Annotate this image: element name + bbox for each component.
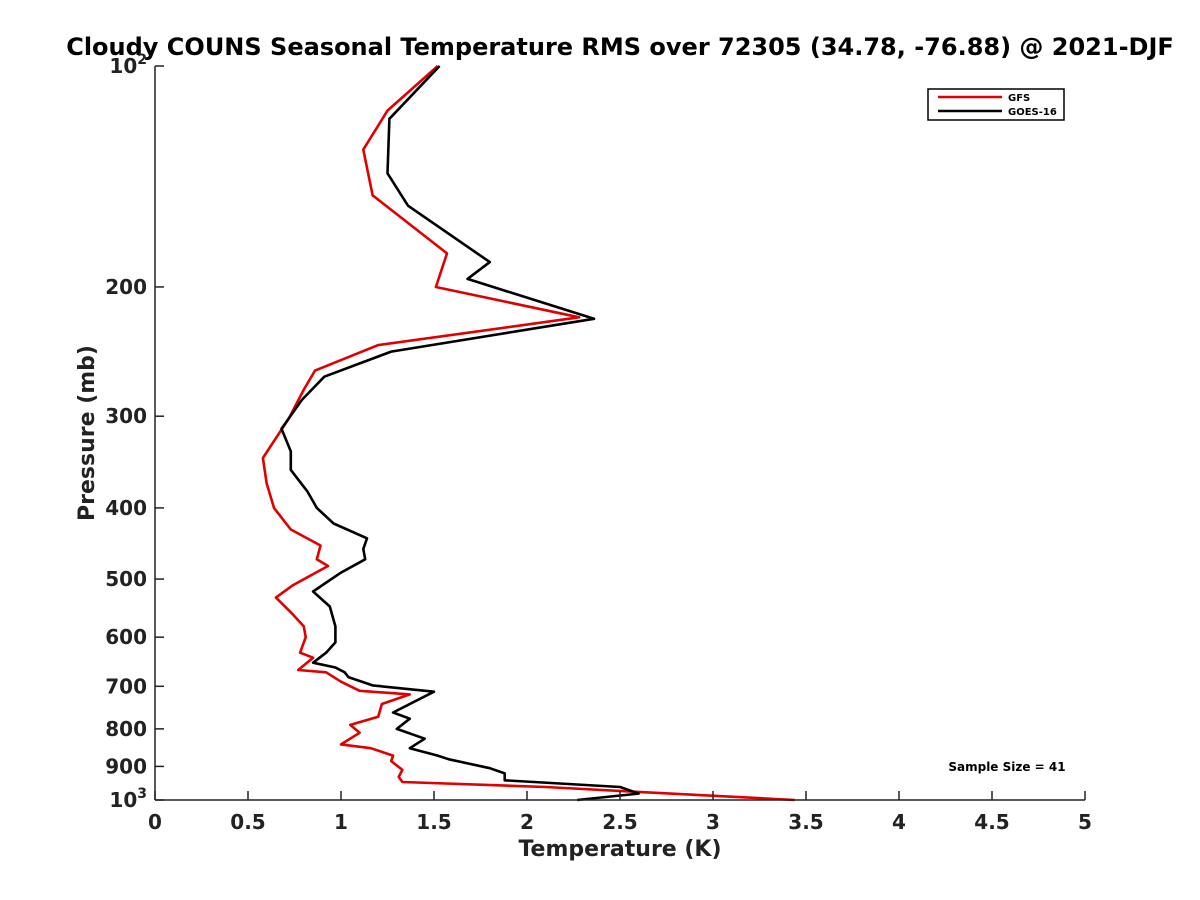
y-axis-label: Pressure (mb) — [75, 345, 100, 521]
y-tick-label-base: 800 — [105, 717, 147, 741]
y-tick-label: 600 — [105, 625, 147, 649]
legend-label: GOES-16 — [1008, 107, 1057, 118]
x-tick-label: 1 — [334, 810, 348, 834]
y-tick-label-exponent: 3 — [137, 786, 147, 802]
series-line-goes-16 — [280, 65, 640, 802]
y-tick-label-base: 700 — [105, 674, 147, 698]
y-tick-label: 900 — [105, 754, 147, 778]
y-tick-label-exponent: 2 — [137, 52, 147, 68]
chart-title: Cloudy COUNS Seasonal Temperature RMS ov… — [66, 33, 1174, 61]
x-tick-label: 2 — [520, 810, 534, 834]
y-tick-label-base: 900 — [105, 754, 147, 778]
y-tick-label-base: 500 — [105, 567, 147, 591]
x-tick-label: 0.5 — [230, 810, 265, 834]
y-tick-label-base: 300 — [105, 404, 147, 428]
x-tick-label: 3.5 — [788, 810, 823, 834]
y-tick-label-base: 10 — [109, 54, 137, 78]
y-tick-label: 200 — [105, 275, 147, 299]
x-tick-label: 0 — [148, 810, 162, 834]
x-axis-label: Temperature (K) — [518, 837, 721, 862]
y-tick-label: 103 — [109, 786, 147, 812]
y-tick-label: 400 — [105, 496, 147, 520]
x-tick-label: 1.5 — [416, 810, 451, 834]
sample-size-annotation: Sample Size = 41 — [948, 760, 1065, 774]
legend-label: GFS — [1008, 93, 1030, 104]
axes: 0 0.5 1 1.5 2 2.5 3 3.5 4 4.5 5 102200300400500600… — [105, 52, 1092, 834]
x-ticks: 0 0.5 1 1.5 2 2.5 3 3.5 4 4.5 5 — [148, 791, 1092, 834]
x-tick-label: 5 — [1078, 810, 1092, 834]
y-tick-label: 300 — [105, 404, 147, 428]
y-tick-label: 500 — [105, 567, 147, 591]
series-line-gfs — [261, 65, 795, 802]
x-tick-label: 3 — [706, 810, 720, 834]
y-tick-label-base: 200 — [105, 275, 147, 299]
y-tick-label-base: 400 — [105, 496, 147, 520]
x-tick-label: 2.5 — [602, 810, 637, 834]
legend-box — [927, 88, 1065, 121]
legend: GFS GOES-16 — [927, 88, 1065, 121]
plot-area — [261, 65, 795, 802]
y-tick-label-base: 600 — [105, 625, 147, 649]
x-tick-label: 4 — [892, 810, 906, 834]
y-tick-label: 800 — [105, 717, 147, 741]
y-tick-label: 102 — [109, 52, 147, 78]
y-tick-label-base: 10 — [109, 788, 137, 812]
y-tick-label: 700 — [105, 674, 147, 698]
x-tick-label: 4.5 — [974, 810, 1009, 834]
